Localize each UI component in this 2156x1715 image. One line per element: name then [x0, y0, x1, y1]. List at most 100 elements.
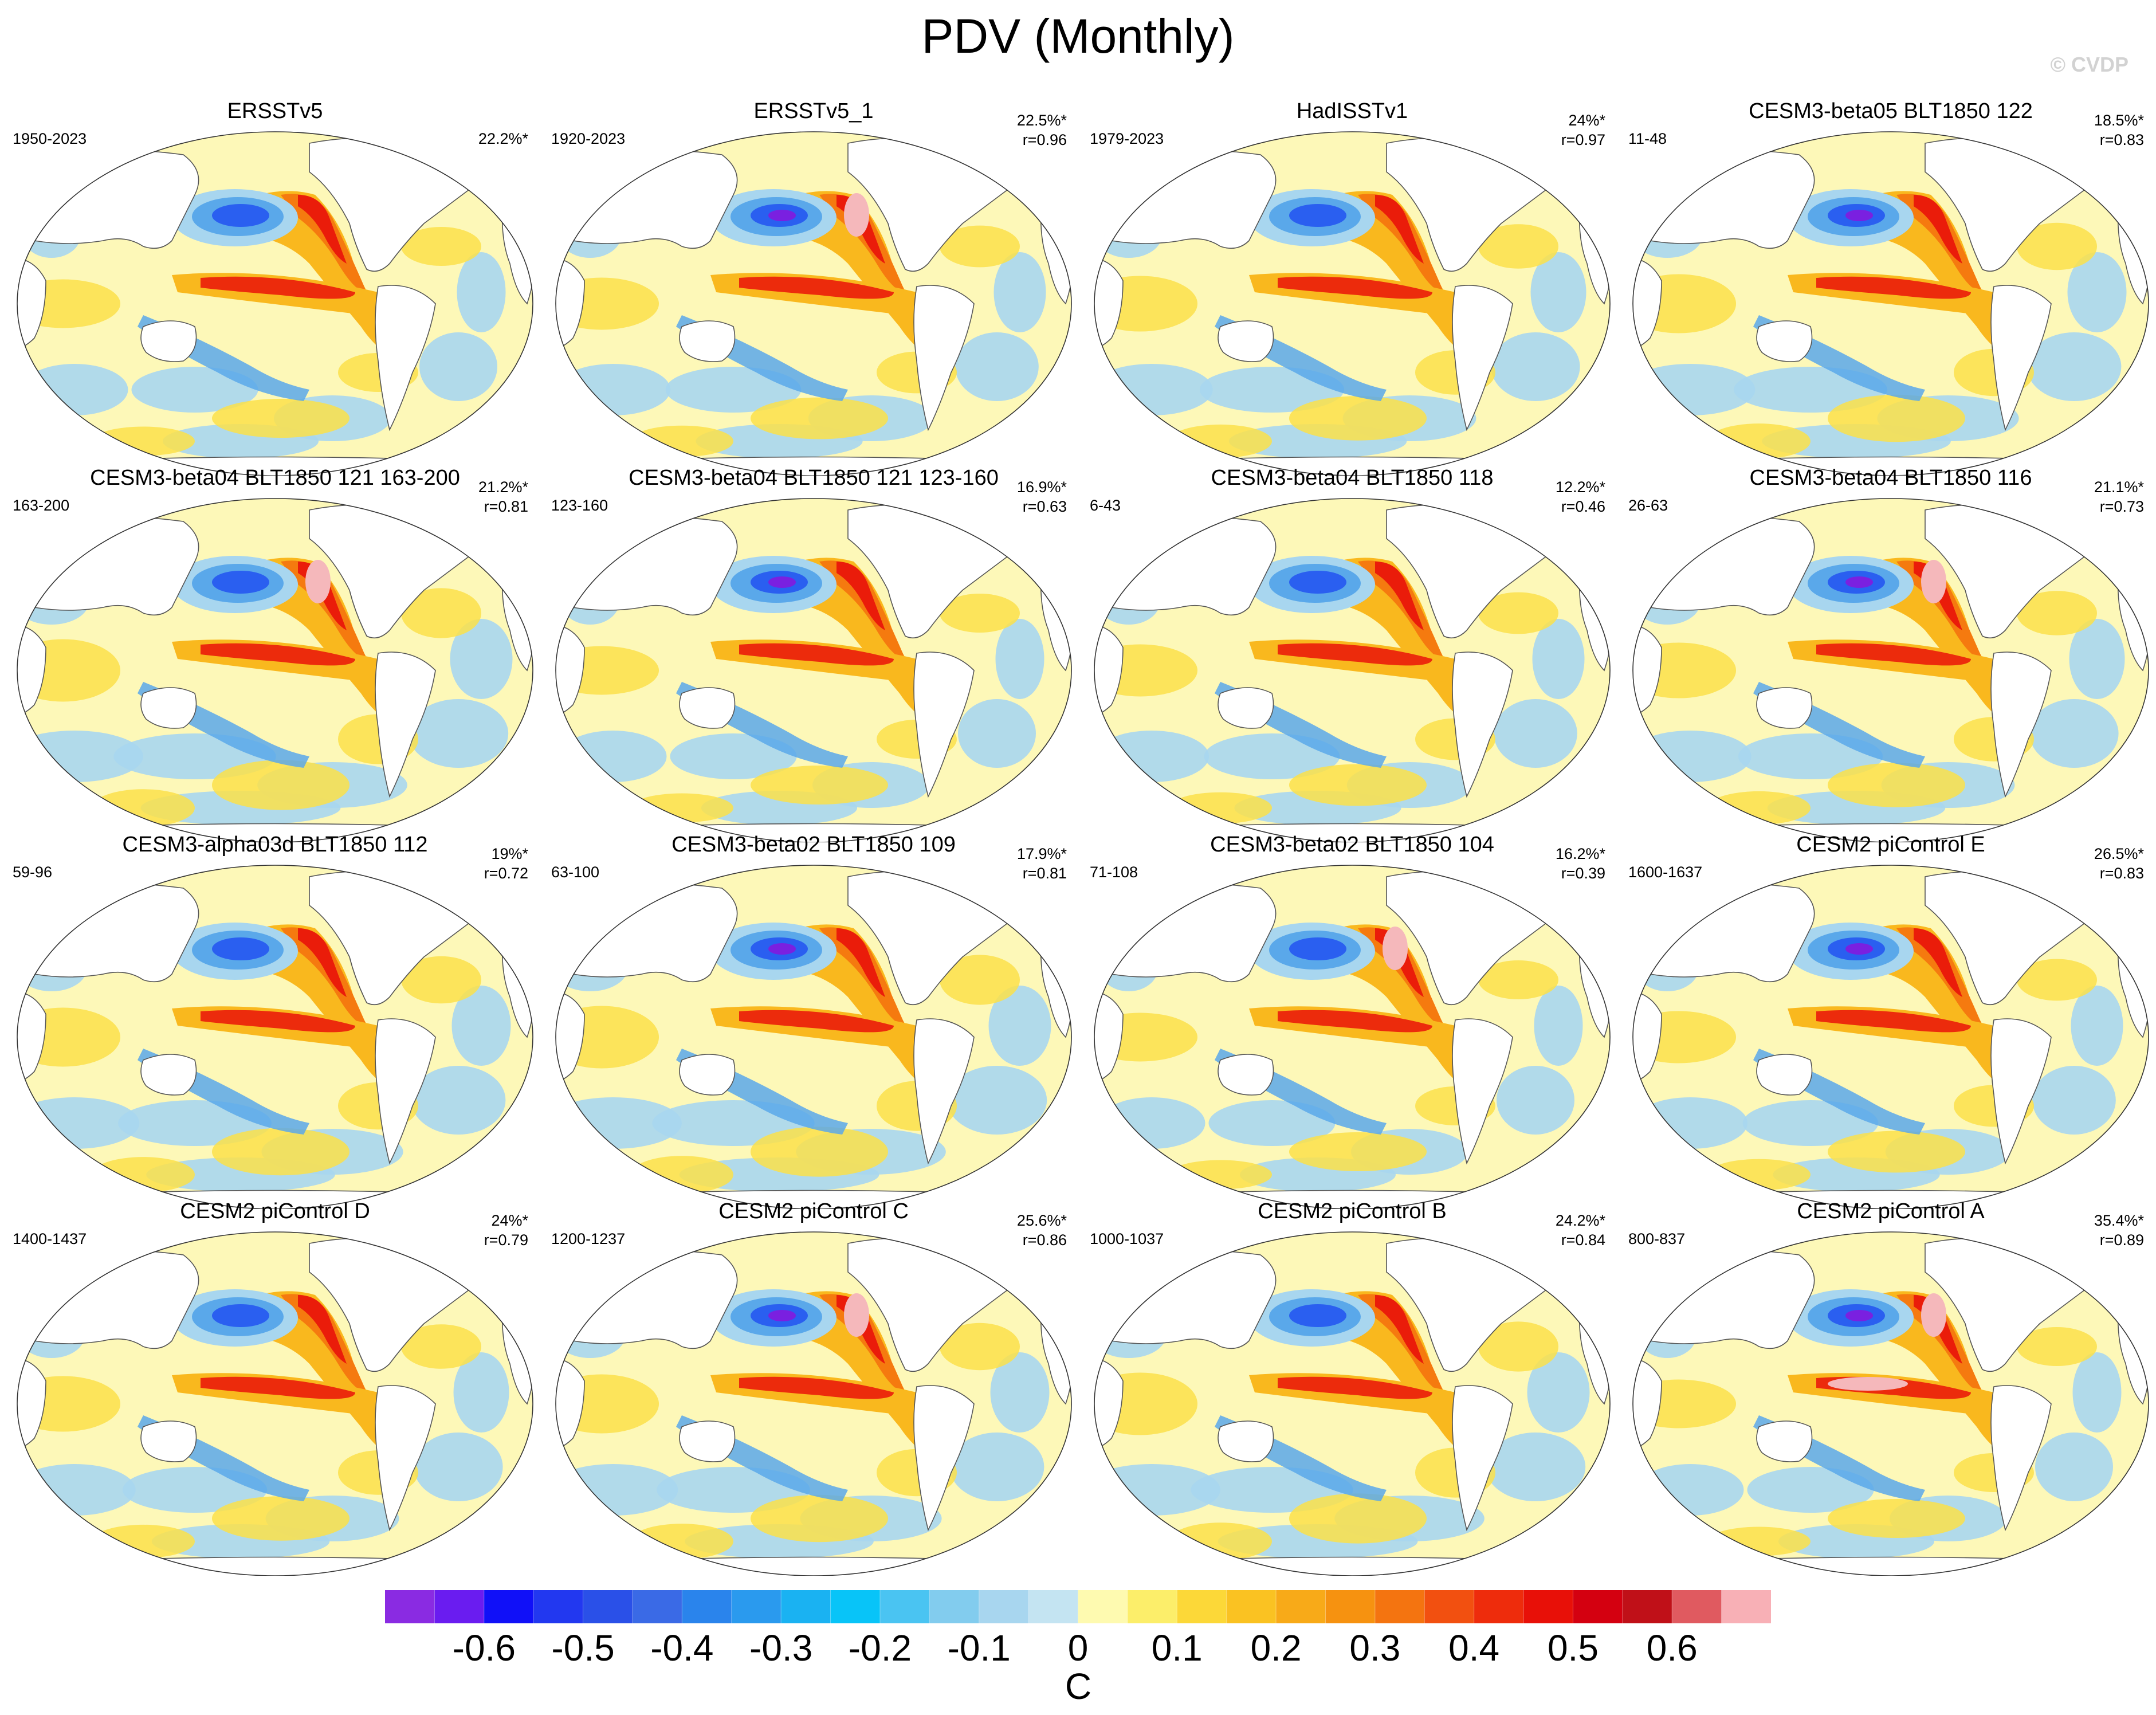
anomaly-patch	[411, 1066, 506, 1135]
anomaly-patch	[457, 252, 506, 332]
colorbar-tick-label: -0.1	[947, 1627, 1011, 1669]
map-outline	[1094, 498, 1611, 842]
pdv-map	[1094, 131, 1611, 476]
map-panel: CESM2 piControl D 1400-1437 24%* r=0.79	[6, 1198, 544, 1576]
anomaly-patch	[670, 733, 797, 779]
panel-variance-pct: 12.2%*	[1555, 478, 1605, 496]
panel-title: CESM3-beta02 BLT1850 109	[671, 833, 956, 857]
colorbar-swatch	[484, 1590, 534, 1623]
panel-pattern-correlation: r=0.46	[1561, 498, 1605, 515]
anomaly-patch	[2067, 252, 2127, 332]
horseshoe-warm-core	[298, 1295, 347, 1364]
anomaly-patch	[408, 699, 509, 768]
panel-period: 6-43	[1090, 497, 1121, 514]
panel-title: CESM2 piControl C	[718, 1199, 909, 1223]
panel-pattern-correlation: r=0.84	[1561, 1231, 1605, 1249]
north-pacific-cool-core	[212, 204, 269, 227]
map-outline	[1094, 865, 1611, 1209]
colorbar-swatch	[1028, 1590, 1078, 1623]
colorbar-swatch	[682, 1590, 732, 1623]
horseshoe-warm-core	[837, 562, 885, 630]
anomaly-patch	[1828, 763, 1965, 807]
australia-landmass	[679, 320, 736, 362]
south-america-landmass	[375, 285, 436, 431]
tropical-warm-core	[739, 643, 894, 666]
antarctica-landmass	[556, 1556, 1071, 1576]
north-pacific-cool-peak	[1845, 1310, 1873, 1321]
map-outline	[17, 1231, 533, 1576]
horseshoe-warm-mid	[819, 927, 905, 1026]
north-pacific-cool-peak	[768, 210, 796, 221]
tropical-warm-core	[1816, 643, 1971, 666]
panel-variance-pct: 21.1%*	[2094, 478, 2144, 496]
panel-variance-pct: 24%*	[1568, 112, 1605, 129]
horseshoe-warm-core	[1914, 195, 1962, 264]
map-panel: CESM2 piControl A 800-837 35.4%* r=0.89	[1621, 1198, 2156, 1576]
australia-landmass	[1218, 687, 1274, 729]
australia-landmass	[140, 320, 197, 362]
south-america-landmass	[375, 1385, 436, 1532]
australia-landmass	[140, 1420, 197, 1462]
panel-period: 1200-1237	[551, 1230, 626, 1247]
panel-variance-pct: 18.5%*	[2094, 112, 2144, 129]
pdv-map	[1094, 1231, 1611, 1576]
warm-peak	[305, 560, 331, 603]
pdv-map	[1094, 865, 1611, 1209]
anomaly-patch	[212, 760, 349, 810]
greenland-landmass	[423, 867, 465, 894]
anomaly-patch	[1478, 224, 1558, 269]
horseshoe-warm-mid	[819, 560, 905, 659]
panel-variance-pct: 17.9%*	[1016, 845, 1067, 862]
panel-pattern-correlation: r=0.83	[2099, 131, 2144, 148]
tropical-warm-core	[739, 276, 894, 299]
panel-period: 71-108	[1090, 864, 1138, 881]
colorbar-tick-label: 0.3	[1349, 1627, 1401, 1669]
anomaly-patch	[1169, 424, 1272, 458]
horseshoe-warm-mid	[281, 1294, 367, 1392]
anomaly-patch	[401, 227, 481, 266]
anomaly-patch	[1289, 1493, 1427, 1544]
colorbar-swatch	[1672, 1590, 1722, 1623]
greenland-landmass	[961, 134, 1004, 161]
anomaly-patch	[1497, 1066, 1574, 1135]
anomaly-patch	[630, 425, 733, 457]
pdv-map	[1632, 498, 2149, 842]
anomaly-patch	[401, 1324, 481, 1369]
panel-title: CESM3-beta04 BLT1850 116	[1749, 466, 2032, 490]
greenland-landmass	[1500, 134, 1542, 161]
anomaly-patch	[451, 986, 511, 1066]
anomaly-patch	[751, 397, 888, 439]
greenland-landmass	[423, 134, 465, 161]
map-outline	[1094, 1231, 1611, 1576]
australia-landmass	[1756, 320, 1813, 362]
australia-landmass	[679, 1420, 736, 1462]
anomaly-patch	[2017, 959, 2097, 1001]
anomaly-patch	[1289, 764, 1427, 806]
south-america-landmass	[1990, 1018, 2052, 1165]
colorbar-swatch	[1127, 1590, 1177, 1623]
anomaly-patch	[1532, 619, 1585, 699]
colorbar-swatch	[1523, 1590, 1573, 1623]
antarctica-landmass	[1633, 1556, 2149, 1576]
north-pacific-cool-core	[212, 937, 269, 960]
pdv-map	[1094, 498, 1611, 842]
south-america-landmass	[375, 652, 436, 798]
colorbar-swatch	[385, 1590, 435, 1623]
tropical-warm-core	[1278, 1010, 1432, 1033]
anomaly-patch	[2017, 1327, 2097, 1366]
north-pacific-cool-peak	[768, 943, 796, 955]
map-outline	[17, 498, 533, 842]
australia-landmass	[1756, 1054, 1813, 1096]
colorbar-tick-label: -0.6	[452, 1627, 516, 1669]
map-panel: CESM3-beta04 BLT1850 121 123-160 123-160 1…	[544, 464, 1083, 842]
map-outline	[555, 865, 1072, 1209]
anomaly-patch	[990, 1352, 1050, 1433]
panel-title: CESM2 piControl E	[1796, 833, 1985, 857]
map-outline	[555, 1231, 1072, 1576]
horseshoe-warm-mid	[1358, 194, 1444, 292]
tropical-warm-core	[201, 1010, 355, 1033]
pdv-map	[1632, 1231, 2149, 1576]
anomaly-patch	[559, 731, 667, 782]
warm-peak	[844, 193, 869, 237]
south-america-landmass	[1990, 285, 2052, 431]
